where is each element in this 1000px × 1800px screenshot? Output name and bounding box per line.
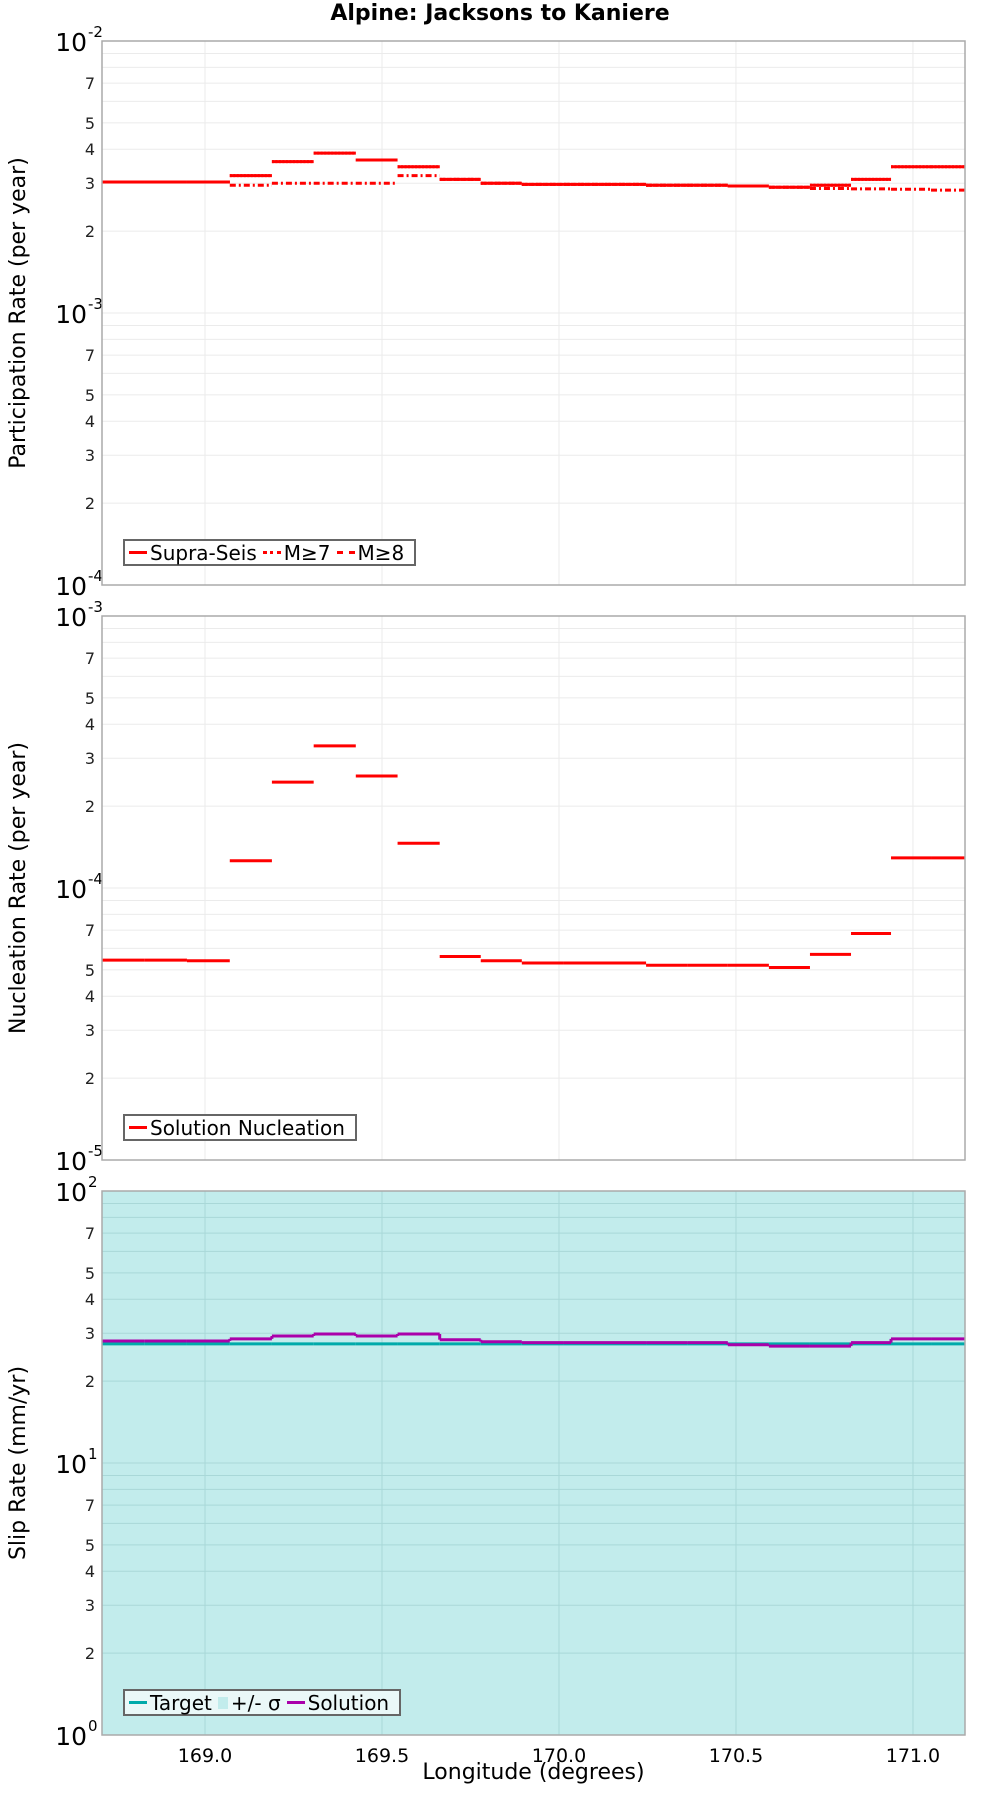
y-tick-label: 4 (85, 1562, 95, 1581)
plot-border (101, 615, 966, 1161)
y-tick-label: 5 (85, 1536, 95, 1555)
y-decade-exponent: -2 (88, 23, 103, 41)
x-tick-label: 170.0 (532, 1745, 586, 1767)
legend-nucleation: Solution Nucleation (123, 1114, 357, 1141)
legend-label: Solution (307, 1690, 390, 1715)
y-tick-label: 2 (85, 1372, 95, 1391)
legend-label: M≥7 (283, 540, 331, 565)
y-tick-label: 2 (85, 222, 95, 241)
y-decade-exponent: 0 (88, 1717, 98, 1735)
legend-label: M≥8 (357, 540, 405, 565)
y-axis-label: Nucleation Rate (per year) (6, 742, 31, 1034)
y-tick-label: 2 (85, 1644, 95, 1663)
y-decade-label: 10 (55, 28, 87, 57)
y-tick-label: 4 (85, 140, 95, 159)
x-tick-label: 171.0 (886, 1745, 940, 1767)
y-tick-label: 5 (85, 386, 95, 405)
y-tick-label: 3 (85, 174, 95, 193)
y-tick-label: 2 (85, 494, 95, 513)
legend-swatch-icon (129, 551, 147, 554)
legend-slip-rate: Target +/- σ Solution (123, 1689, 402, 1716)
y-tick-label: 3 (85, 1324, 95, 1343)
plot-border (101, 40, 966, 586)
y-tick-label: 2 (85, 797, 95, 816)
legend-swatch-icon (262, 551, 281, 554)
y-decade-label: 10 (55, 1450, 87, 1479)
y-axis-label: Participation Rate (per year) (6, 157, 31, 469)
chart-title: Alpine: Jacksons to Kaniere (330, 1, 670, 26)
y-decade-exponent: -3 (88, 295, 103, 313)
y-tick-label: 4 (85, 987, 95, 1006)
y-decade-label: 10 (55, 1147, 87, 1176)
y-decade-label: 10 (55, 1178, 87, 1207)
y-tick-label: 3 (85, 749, 95, 768)
y-tick-label: 7 (85, 1224, 95, 1243)
y-decade-label: 10 (55, 875, 87, 904)
y-decade-label: 10 (55, 572, 87, 601)
y-tick-label: 4 (85, 1290, 95, 1309)
y-tick-label: 5 (85, 961, 95, 980)
legend-label: Solution Nucleation (150, 1115, 345, 1140)
y-tick-label: 3 (85, 446, 95, 465)
x-axis-label: Longitude (degrees) (422, 1760, 645, 1785)
legend-participation: Supra-Seis M≥7 M≥8 (123, 539, 417, 566)
y-decade-label: 10 (55, 300, 87, 329)
y-decade-exponent: 1 (88, 1445, 98, 1463)
y-decade-exponent: -5 (88, 1142, 103, 1160)
legend-swatch-icon (217, 1696, 228, 1709)
plot-border (101, 1190, 966, 1736)
legend-label: Target (150, 1690, 212, 1715)
y-tick-label: 2 (85, 1069, 95, 1088)
y-tick-label: 7 (85, 921, 95, 940)
y-tick-label: 4 (85, 412, 95, 431)
y-decade-exponent: 2 (88, 1173, 98, 1191)
y-tick-label: 4 (85, 715, 95, 734)
y-tick-label: 3 (85, 1596, 95, 1615)
y-tick-label: 7 (85, 649, 95, 668)
y-axis-label: Slip Rate (mm/yr) (6, 1366, 31, 1560)
legend-swatch-icon (286, 1701, 305, 1704)
legend-swatch-icon (129, 1701, 147, 1704)
y-tick-label: 5 (85, 114, 95, 133)
y-decade-label: 10 (55, 603, 87, 632)
x-tick-label: 169.5 (355, 1745, 409, 1767)
x-tick-label: 169.0 (178, 1745, 232, 1767)
y-decade-exponent: -4 (88, 870, 103, 888)
y-tick-label: 7 (85, 74, 95, 93)
legend-label: +/- σ (230, 1690, 281, 1715)
y-decade-exponent: -4 (88, 567, 103, 585)
y-tick-label: 7 (85, 346, 95, 365)
y-tick-label: 5 (85, 689, 95, 708)
y-tick-label: 3 (85, 1021, 95, 1040)
x-tick-label: 170.5 (709, 1745, 763, 1767)
y-tick-label: 5 (85, 1264, 95, 1283)
legend-swatch-icon (129, 1126, 147, 1129)
y-decade-exponent: -3 (88, 598, 103, 616)
y-decade-label: 10 (55, 1722, 87, 1751)
legend-swatch-icon (336, 551, 355, 554)
y-tick-label: 7 (85, 1496, 95, 1515)
legend-label: Supra-Seis (150, 540, 257, 565)
